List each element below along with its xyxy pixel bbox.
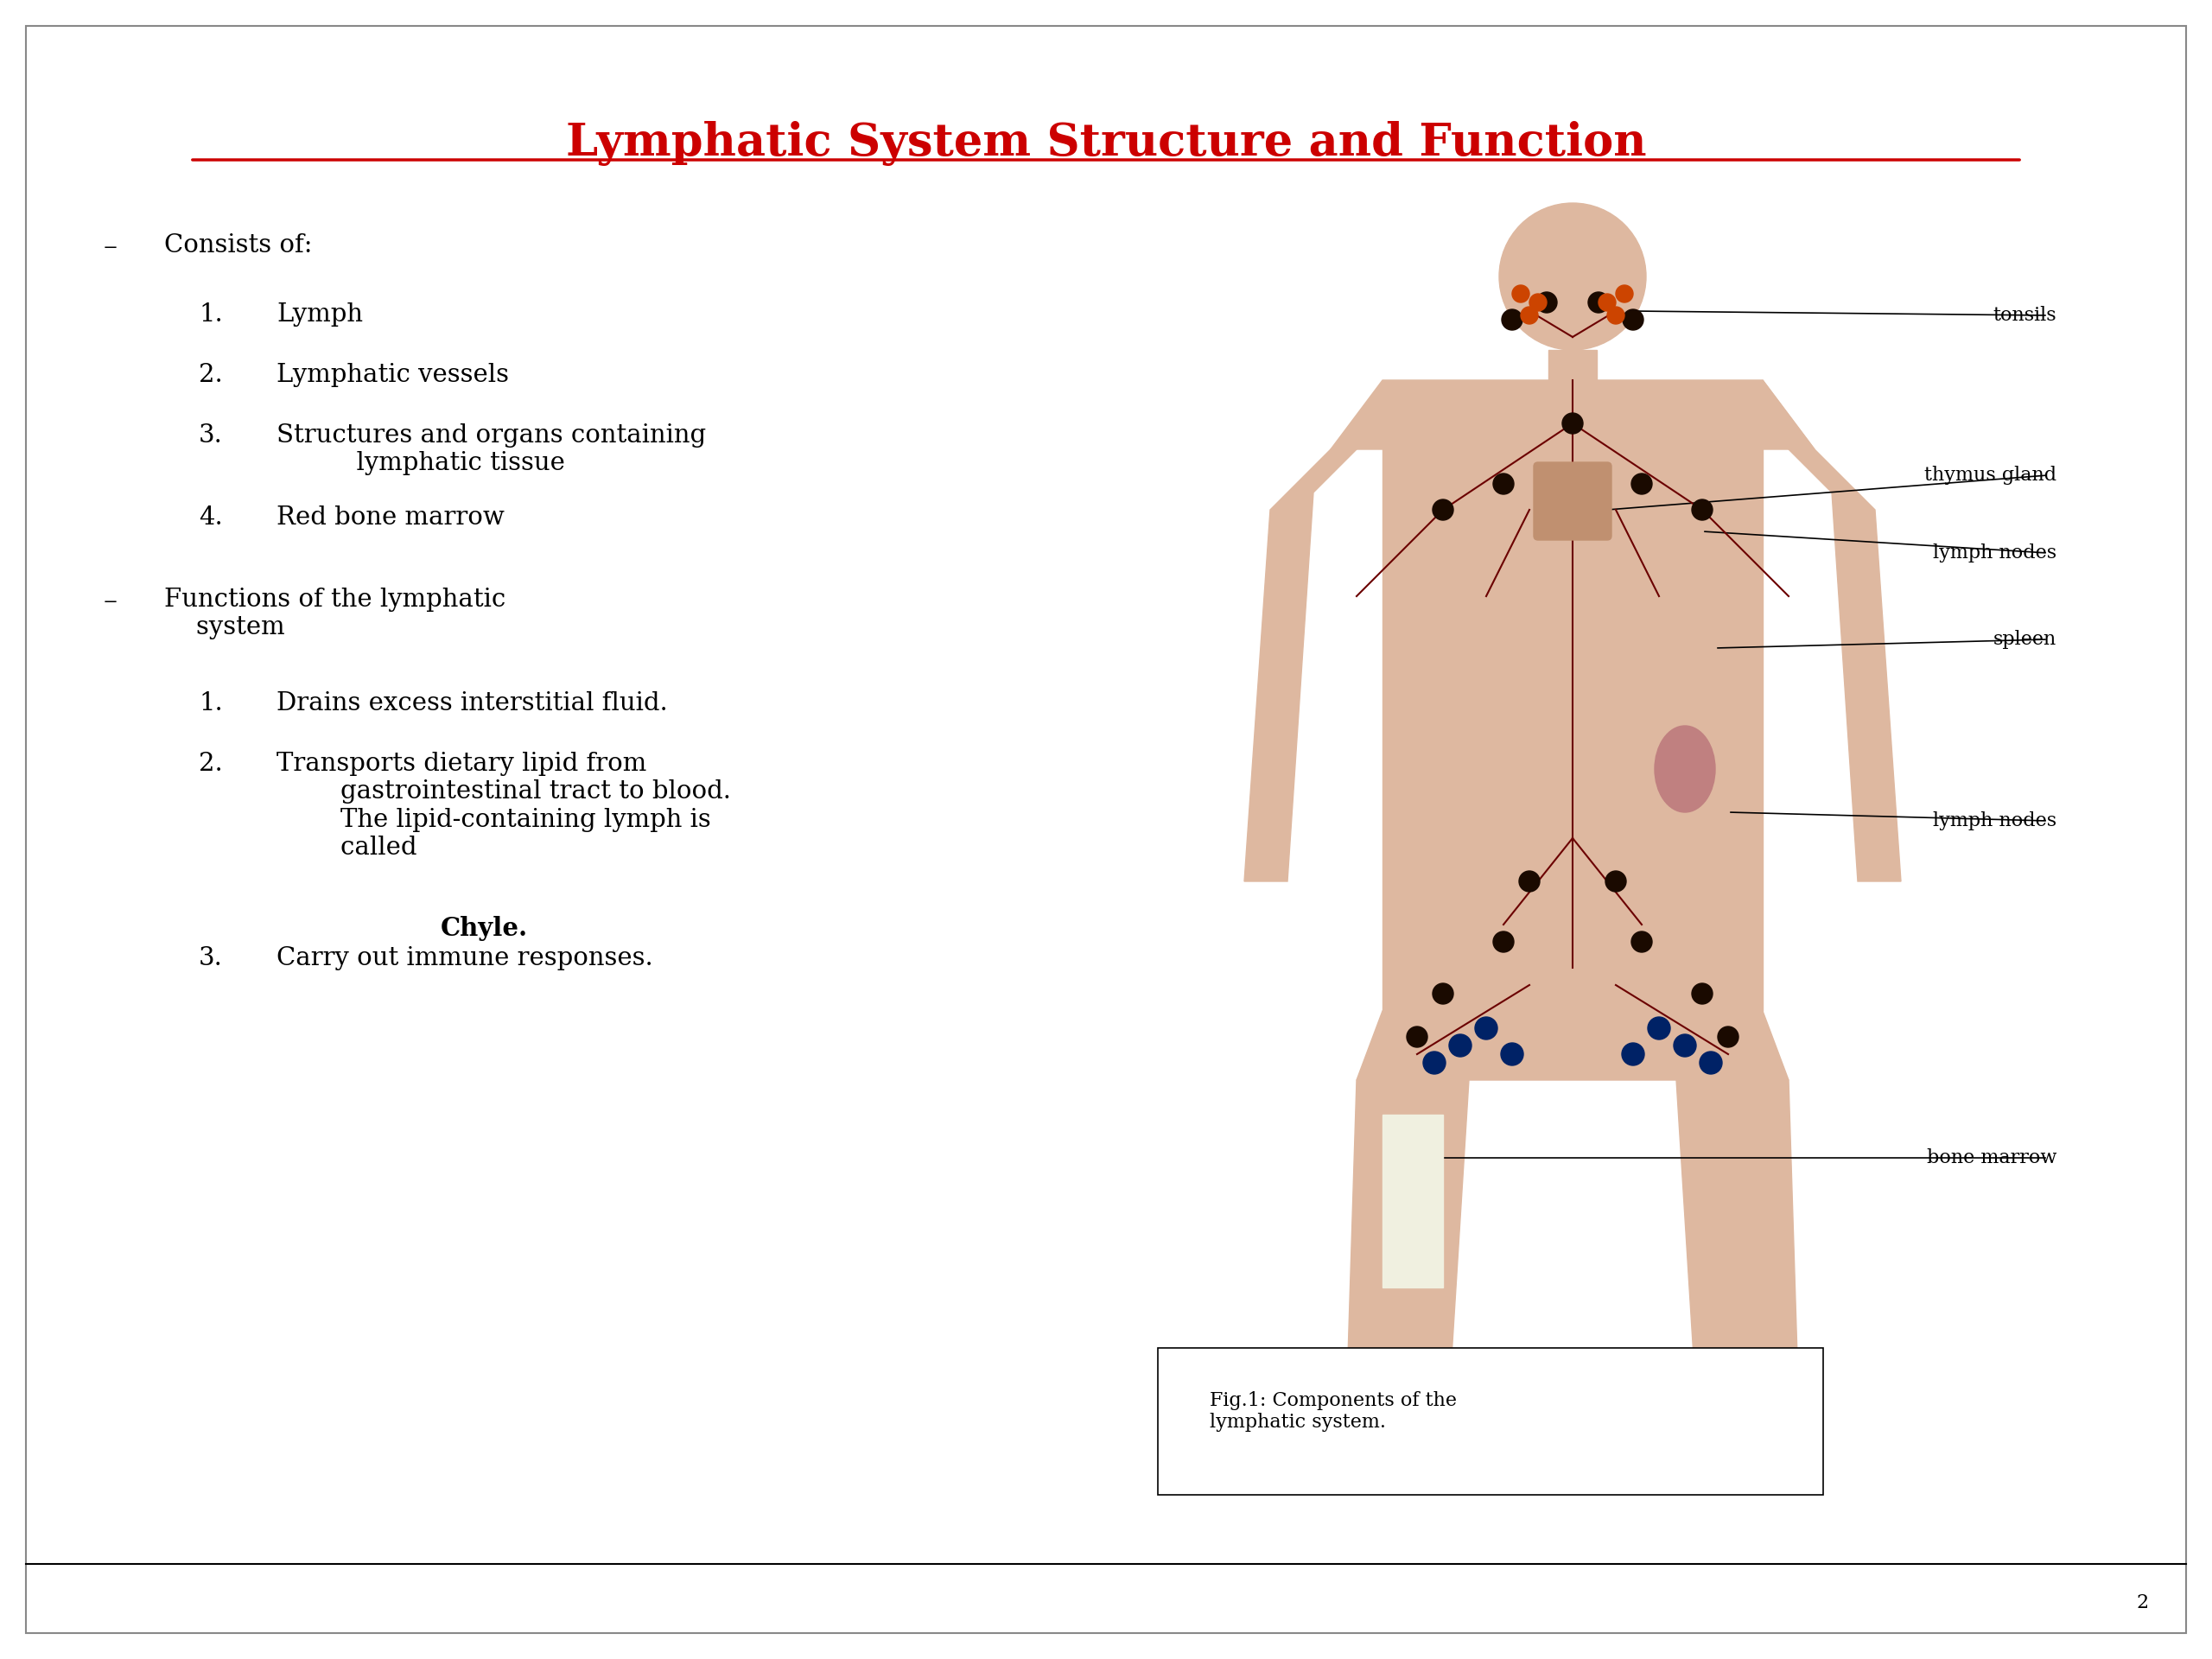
Circle shape xyxy=(1615,285,1632,302)
Polygon shape xyxy=(1243,423,1382,881)
Text: tonsils: tonsils xyxy=(1993,305,2057,325)
Circle shape xyxy=(1502,309,1522,330)
Polygon shape xyxy=(1763,380,1900,881)
Circle shape xyxy=(1621,1044,1644,1065)
Circle shape xyxy=(1699,1052,1723,1073)
Circle shape xyxy=(1475,1017,1498,1040)
Text: 1.: 1. xyxy=(199,302,223,327)
Circle shape xyxy=(1562,413,1584,433)
Text: 1.: 1. xyxy=(199,692,223,715)
Text: 3.: 3. xyxy=(199,946,223,971)
Text: bone marrow: bone marrow xyxy=(1927,1148,2057,1168)
Circle shape xyxy=(1599,294,1615,312)
FancyBboxPatch shape xyxy=(1382,380,1763,1010)
Circle shape xyxy=(1692,984,1712,1004)
Text: Red bone marrow: Red bone marrow xyxy=(276,506,504,529)
FancyBboxPatch shape xyxy=(1157,1347,1823,1495)
Text: Chyle.: Chyle. xyxy=(440,916,529,941)
Circle shape xyxy=(1502,1044,1524,1065)
Text: lymph nodes: lymph nodes xyxy=(1933,811,2057,831)
Circle shape xyxy=(1606,871,1626,893)
Circle shape xyxy=(1648,1017,1670,1040)
Text: Structures and organs containing
          lymphatic tissue: Structures and organs containing lymphat… xyxy=(276,423,706,476)
FancyBboxPatch shape xyxy=(1548,350,1597,380)
Text: thymus gland: thymus gland xyxy=(1924,466,2057,484)
Circle shape xyxy=(1692,499,1712,521)
Text: Lymphatic System Structure and Function: Lymphatic System Structure and Function xyxy=(566,121,1646,166)
Text: –: – xyxy=(104,234,117,260)
Circle shape xyxy=(1522,307,1537,324)
Ellipse shape xyxy=(1655,727,1714,813)
Text: Functions of the lymphatic
    system: Functions of the lymphatic system xyxy=(164,587,507,640)
Circle shape xyxy=(1537,292,1557,314)
Circle shape xyxy=(1433,984,1453,1004)
Polygon shape xyxy=(1677,1080,1796,1357)
Text: 3.: 3. xyxy=(199,423,223,448)
Circle shape xyxy=(1493,931,1513,952)
Circle shape xyxy=(1520,871,1540,893)
Text: Carry out immune responses.: Carry out immune responses. xyxy=(276,946,653,971)
FancyBboxPatch shape xyxy=(1533,463,1613,541)
Text: Fig.1: Components of the
lymphatic system.: Fig.1: Components of the lymphatic syste… xyxy=(1210,1392,1458,1432)
Circle shape xyxy=(1528,294,1546,312)
Circle shape xyxy=(1500,202,1646,350)
Circle shape xyxy=(1632,931,1652,952)
Circle shape xyxy=(1588,292,1608,314)
Text: –: – xyxy=(104,587,117,614)
Polygon shape xyxy=(1347,1080,1469,1357)
Text: 2.: 2. xyxy=(199,752,223,776)
Polygon shape xyxy=(1332,380,1814,450)
Text: Lymph: Lymph xyxy=(276,302,363,327)
Circle shape xyxy=(1407,1027,1427,1047)
Circle shape xyxy=(1719,1027,1739,1047)
Text: Drains excess interstitial fluid.: Drains excess interstitial fluid. xyxy=(276,692,668,715)
Text: 4.: 4. xyxy=(199,506,223,529)
Circle shape xyxy=(1674,1034,1697,1057)
Text: 2.: 2. xyxy=(199,363,223,387)
Text: Lymphatic vessels: Lymphatic vessels xyxy=(276,363,509,387)
Circle shape xyxy=(1608,307,1624,324)
Circle shape xyxy=(1433,499,1453,521)
Text: 2: 2 xyxy=(2137,1593,2150,1613)
Circle shape xyxy=(1632,473,1652,494)
Text: Transports dietary lipid from
        gastrointestinal tract to blood.
        T: Transports dietary lipid from gastrointe… xyxy=(276,752,730,859)
FancyBboxPatch shape xyxy=(1382,1115,1442,1287)
Circle shape xyxy=(1449,1034,1471,1057)
Text: Consists of:: Consists of: xyxy=(164,234,312,257)
Circle shape xyxy=(1493,473,1513,494)
Circle shape xyxy=(1422,1052,1447,1073)
Circle shape xyxy=(1513,285,1528,302)
Text: lymph nodes: lymph nodes xyxy=(1933,544,2057,562)
Text: spleen: spleen xyxy=(1993,630,2057,649)
Polygon shape xyxy=(1356,1010,1790,1080)
Circle shape xyxy=(1624,309,1644,330)
